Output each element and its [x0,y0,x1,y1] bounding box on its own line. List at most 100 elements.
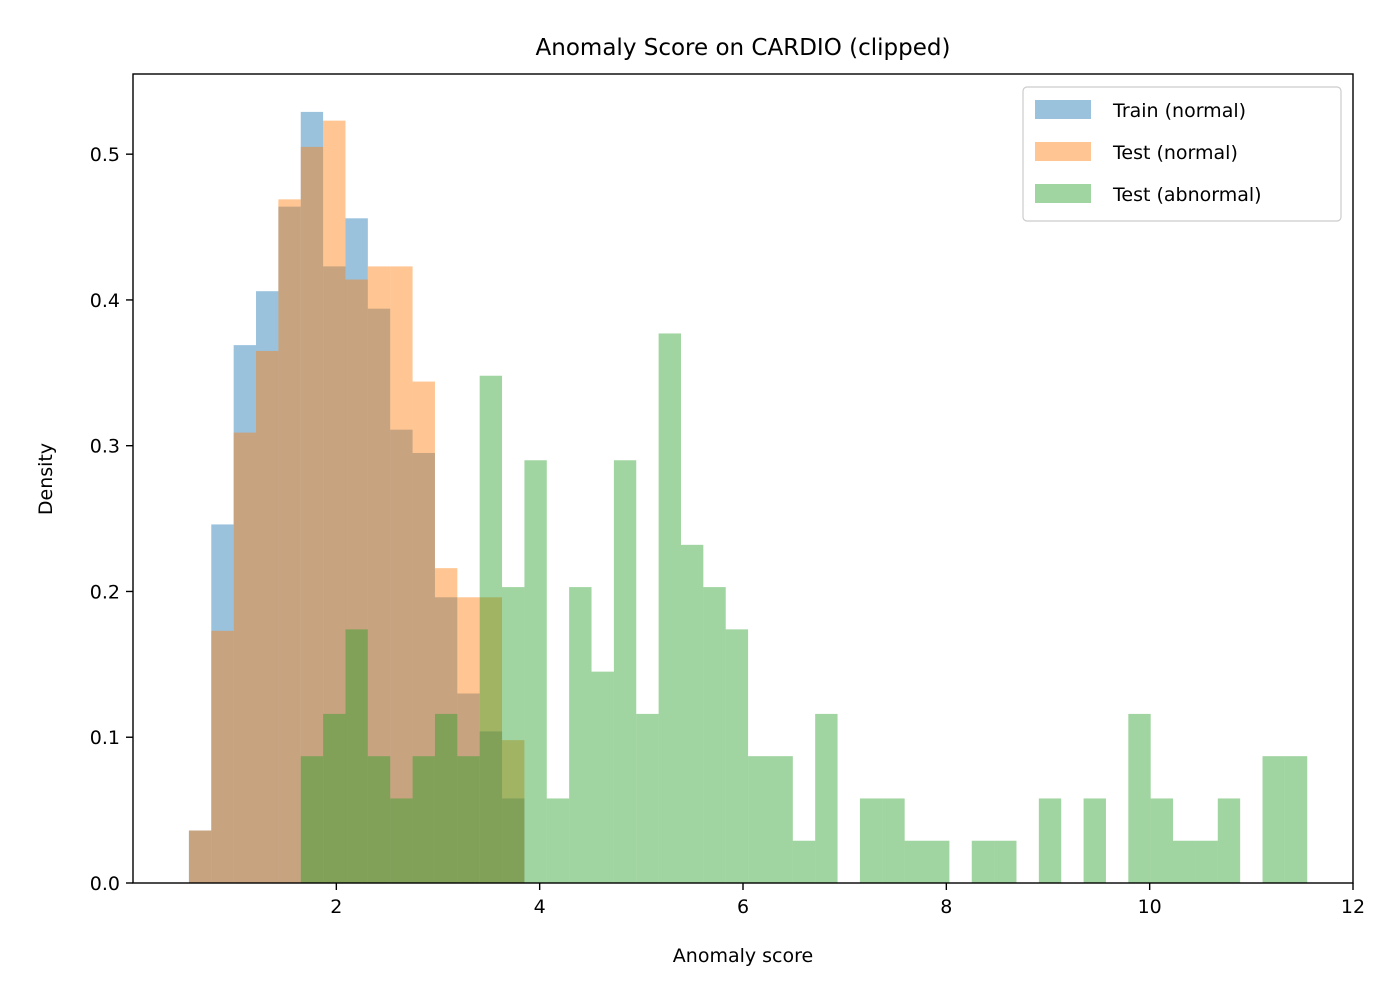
series-1 [188,120,525,884]
histogram-bar [815,713,838,883]
histogram-bar [1083,798,1106,883]
histogram-bar [412,381,435,883]
histogram-bar [725,629,749,883]
histogram-bar [188,830,212,883]
histogram-bar [367,266,391,884]
histogram-bar [434,568,458,883]
histogram-bar [233,345,257,883]
histogram-bar [1038,798,1062,883]
histogram-bar [457,756,480,883]
histogram-bar [1195,840,1218,883]
histogram-bar [367,756,391,883]
histogram-bar [323,266,346,884]
histogram-bar [434,713,458,883]
histogram-bar [546,798,570,883]
x-axis-label: Anomaly score [673,945,813,967]
histogram-bar [256,350,279,883]
y-tick-label: 0.3 [90,436,120,458]
histogram-bar [323,713,346,883]
histogram-bars [188,111,1308,884]
histogram-bar [390,266,413,884]
legend-swatch [1035,184,1091,203]
histogram-bar [457,597,480,883]
legend-swatch [1035,100,1091,119]
histogram-bar [703,587,726,883]
histogram-bar [882,798,905,883]
histogram-bar [278,199,301,884]
histogram-bar [211,524,234,883]
histogram-bar [1284,756,1308,883]
y-tick-label: 0.5 [90,144,120,166]
legend-box [1022,86,1342,222]
histogram-bar [502,587,525,883]
x-tick-label: 6 [737,896,749,918]
histogram-bar [390,429,413,883]
histogram-bar [300,111,324,883]
histogram-bar [278,206,301,883]
histogram-bar [792,840,816,883]
x-axis: 2 4 6 8 10 12 [330,883,1365,918]
histogram-bar [524,460,547,883]
legend-label: Test (normal) [1112,142,1238,164]
histogram-bar [211,630,234,883]
plot-frame [132,73,1354,884]
y-tick-label: 0.4 [90,290,120,312]
histogram-bar [680,544,704,883]
histogram-bar [367,308,391,884]
histogram-bar [591,671,614,883]
histogram-bar [345,218,368,883]
histogram-bar [1128,713,1151,883]
histogram-bar [636,713,659,883]
x-tick-label: 8 [940,896,952,918]
histogram-bar [479,597,503,883]
histogram-bar [1262,756,1285,883]
histogram-bar [770,756,793,883]
histogram-bar [345,279,368,883]
histogram-bar [412,756,435,883]
x-tick-label: 4 [534,896,546,918]
histogram-bar [434,597,458,883]
y-tick-label: 0.0 [90,873,120,895]
chart-title: Anomaly Score on CARDIO (clipped) [536,35,951,61]
histogram-bar [457,693,480,883]
histogram-bar [502,798,525,883]
histogram-bar [502,740,525,883]
histogram-bar [904,840,928,883]
legend: Train (normal) Test (normal) Test (abnorma… [1022,86,1342,222]
histogram-bar [971,840,995,883]
histogram-bar [1217,798,1241,883]
histogram-bar [323,120,346,884]
histogram-bar [994,840,1017,883]
histogram-bar [1173,840,1196,883]
y-axis: 0.0 0.1 0.2 0.3 0.4 0.5 [90,144,133,895]
histogram-bar [390,798,413,883]
histogram-bar [569,587,592,883]
histogram-bar [613,460,637,883]
histogram-bar [188,830,212,883]
legend-label: Test (abnormal) [1112,184,1262,206]
series-2 [300,333,1308,883]
histogram-bar [300,756,324,883]
x-tick-label: 2 [330,896,342,918]
histogram-bar [256,291,279,883]
y-axis-label: Density [35,443,57,515]
x-tick-label: 12 [1341,896,1365,918]
histogram-bar [300,146,324,884]
histogram-bar [479,731,503,883]
x-tick-label: 10 [1138,896,1162,918]
series-0 [188,111,525,884]
histogram-bar [748,756,771,883]
histogram-bar [658,333,681,883]
legend-label: Train (normal) [1112,100,1246,122]
histogram-bar [479,375,503,883]
histogram-bar [345,629,368,883]
y-tick-label: 0.2 [90,581,120,603]
histogram-bar [859,798,883,883]
legend-swatch [1035,142,1091,161]
histogram-bar [927,840,950,883]
y-tick-label: 0.1 [90,727,120,749]
histogram-bar [233,432,257,883]
histogram-bar [1150,798,1174,883]
histogram-bar [412,452,435,883]
